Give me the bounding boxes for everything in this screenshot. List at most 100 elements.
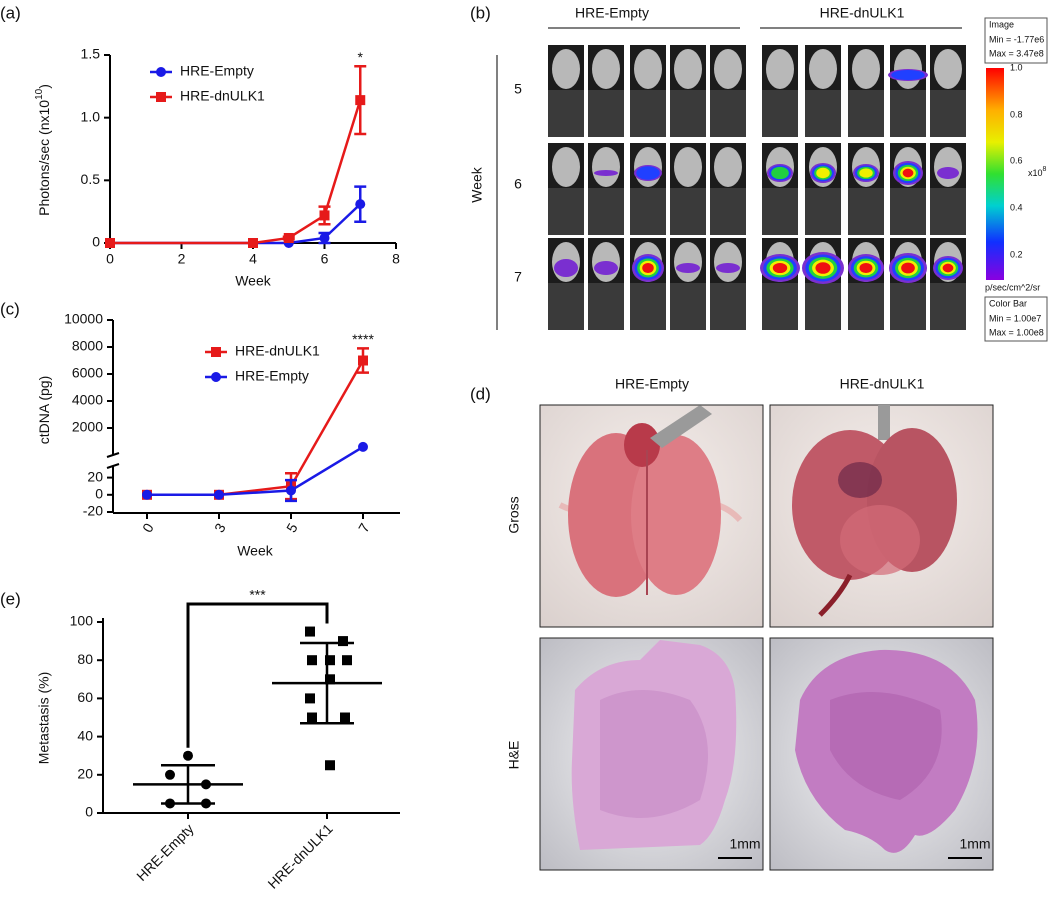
marker (342, 655, 352, 666)
imaging-panel: (b) HRE-Empty HRE-dnULK1 Week 5 6 7 Imag… (469, 3, 1048, 342)
axis-break (106, 452, 120, 458)
legend-box (984, 17, 1048, 64)
y-axis-label-exp: 10 (34, 88, 45, 100)
image-tile-floor (630, 283, 666, 330)
colorbar-tick: 0.6 (1010, 155, 1023, 165)
group-label: HRE-dnULK1 (840, 376, 925, 392)
image-tile-floor (848, 90, 884, 137)
he-slide: 1mm (539, 637, 764, 871)
signal (642, 262, 654, 274)
mouse (766, 49, 794, 89)
marker (156, 67, 166, 77)
signal (636, 166, 660, 180)
y-tick-label: 40 (77, 727, 93, 743)
y-tick-label: 1.0 (81, 108, 101, 124)
y-axis-label-text: ctDNA (pg) (36, 376, 52, 444)
colorbar-multiplier: x108 (1028, 166, 1047, 179)
mouse (852, 49, 880, 89)
annotation: *** (249, 587, 266, 603)
marker (307, 655, 317, 666)
marker (211, 372, 221, 382)
marker (105, 238, 115, 248)
colorbar-unit: p/sec/cm^2/sr (985, 282, 1040, 292)
he-slide: 1mm (769, 637, 994, 871)
image-tile-floor (548, 188, 584, 235)
axis-break (106, 463, 120, 469)
x-tick-label: 6 (321, 251, 329, 267)
image-tile-floor (762, 90, 798, 137)
signal (771, 166, 789, 180)
gross-photo (769, 404, 994, 628)
x-axis-label: Week (235, 273, 272, 289)
image-tile-floor (930, 283, 966, 330)
x-tick-label: HRE-Empty (133, 820, 197, 884)
signal (816, 167, 830, 179)
axis-label: Week (469, 166, 485, 203)
row-label: 6 (514, 176, 522, 192)
image-grid (548, 45, 966, 330)
marker (142, 489, 152, 500)
marker (319, 210, 330, 221)
x-tick-label: 8 (392, 251, 400, 267)
image-tile-floor (630, 188, 666, 235)
series-line (147, 445, 364, 497)
signal (554, 259, 578, 277)
colorbar-text: Image (989, 19, 1014, 29)
marker (358, 355, 368, 366)
y-axis-label: ctDNA (pg) (36, 376, 52, 444)
colorbar-tick: 0.4 (1010, 202, 1023, 212)
image-tile-floor (805, 188, 841, 235)
marker (248, 238, 258, 248)
mouse (592, 147, 620, 187)
x-tick-label: 3 (211, 520, 229, 535)
y-tick-label: 8000 (72, 338, 103, 354)
signal (901, 262, 915, 274)
image-tile-floor (930, 90, 966, 137)
x-tick-label: 2 (178, 251, 186, 267)
signal (937, 167, 959, 179)
legend-label: HRE-dnULK1 (180, 88, 265, 104)
y-tick-label: 6000 (72, 365, 103, 381)
signal (594, 170, 618, 176)
legend-label: HRE-dnULK1 (235, 343, 320, 359)
image-tile-floor (890, 90, 926, 137)
colorbar-text: Max = 3.47e8 (989, 48, 1044, 58)
signal (676, 263, 700, 273)
group-label: HRE-Empty (575, 5, 649, 21)
image-tile-floor (588, 283, 624, 330)
series-line (110, 99, 362, 245)
marker (305, 693, 315, 704)
row-label: Gross (506, 496, 522, 533)
signal (594, 261, 618, 275)
y-axis-label: Metastasis (%) (36, 672, 52, 765)
legend-label: HRE-Empty (235, 368, 309, 384)
image-tile-floor (588, 188, 624, 235)
scale-bar-label: 1mm (729, 836, 760, 852)
marker (211, 347, 221, 357)
mouse (674, 242, 702, 282)
marker (319, 232, 330, 243)
annotation: **** (352, 331, 374, 347)
x-tick-label: 7 (355, 520, 373, 535)
image-tile-floor (762, 188, 798, 235)
signal (891, 69, 925, 81)
image-tile-floor (848, 283, 884, 330)
signal (859, 168, 873, 178)
colorbar-text: Max = 1.00e8 (989, 327, 1044, 337)
panel-label: (c) (0, 299, 20, 318)
marker (325, 674, 335, 685)
image-tile-floor (548, 283, 584, 330)
y-tick-label: 100 (70, 613, 94, 629)
x-tick-label: 5 (283, 520, 301, 535)
marker (340, 712, 350, 723)
image-tile-floor (670, 90, 706, 137)
marker (338, 636, 348, 647)
significance-bracket (186, 602, 329, 748)
image-tile-floor (630, 90, 666, 137)
colorbar-tick: 1.0 (1010, 62, 1023, 72)
legend-label: HRE-Empty (180, 63, 254, 79)
y-tick-label: 0.5 (81, 171, 101, 187)
image-tile-floor (805, 283, 841, 330)
y-tick-label: 0 (92, 234, 100, 250)
marker (183, 750, 193, 761)
